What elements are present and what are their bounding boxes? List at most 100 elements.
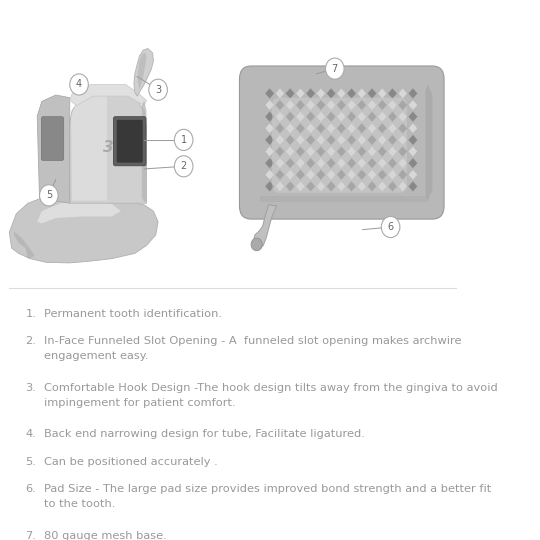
Text: Can be positioned accurately .: Can be positioned accurately . bbox=[44, 457, 218, 467]
Polygon shape bbox=[327, 111, 336, 122]
Polygon shape bbox=[408, 170, 417, 180]
Polygon shape bbox=[327, 146, 336, 157]
Polygon shape bbox=[275, 146, 285, 157]
Polygon shape bbox=[377, 88, 387, 99]
Polygon shape bbox=[367, 123, 376, 133]
Polygon shape bbox=[388, 158, 397, 168]
Polygon shape bbox=[306, 146, 315, 157]
Polygon shape bbox=[357, 134, 366, 145]
Polygon shape bbox=[316, 170, 326, 180]
Polygon shape bbox=[265, 134, 274, 145]
Polygon shape bbox=[388, 88, 397, 99]
Polygon shape bbox=[347, 134, 356, 145]
Polygon shape bbox=[357, 88, 366, 99]
Polygon shape bbox=[306, 123, 315, 133]
Polygon shape bbox=[377, 181, 387, 192]
Text: 4.: 4. bbox=[25, 429, 36, 439]
Text: Permanent tooth identification.: Permanent tooth identification. bbox=[44, 309, 222, 319]
Polygon shape bbox=[337, 134, 346, 145]
Text: 7: 7 bbox=[332, 64, 338, 73]
Polygon shape bbox=[286, 134, 295, 145]
Polygon shape bbox=[265, 111, 274, 122]
Polygon shape bbox=[398, 123, 407, 133]
Text: 2: 2 bbox=[180, 161, 187, 171]
Polygon shape bbox=[408, 100, 417, 110]
Polygon shape bbox=[327, 181, 336, 192]
Polygon shape bbox=[357, 100, 366, 110]
FancyBboxPatch shape bbox=[272, 98, 407, 193]
Polygon shape bbox=[357, 170, 366, 180]
Polygon shape bbox=[275, 111, 285, 122]
Polygon shape bbox=[357, 123, 366, 133]
Polygon shape bbox=[388, 100, 397, 110]
Polygon shape bbox=[142, 100, 146, 201]
Polygon shape bbox=[265, 181, 274, 192]
Polygon shape bbox=[306, 170, 315, 180]
Polygon shape bbox=[337, 146, 346, 157]
Text: 3: 3 bbox=[103, 140, 113, 156]
Polygon shape bbox=[327, 88, 336, 99]
Polygon shape bbox=[260, 197, 428, 201]
Polygon shape bbox=[357, 158, 366, 168]
Polygon shape bbox=[408, 158, 417, 168]
Polygon shape bbox=[306, 88, 315, 99]
Polygon shape bbox=[265, 88, 274, 99]
Polygon shape bbox=[275, 134, 285, 145]
Polygon shape bbox=[408, 123, 417, 133]
Polygon shape bbox=[388, 111, 397, 122]
Polygon shape bbox=[316, 134, 326, 145]
Polygon shape bbox=[306, 158, 315, 168]
FancyBboxPatch shape bbox=[42, 117, 64, 160]
Circle shape bbox=[326, 58, 344, 79]
Text: Pad Size - The large pad size provides improved bond strength and a better fit: Pad Size - The large pad size provides i… bbox=[44, 484, 491, 494]
Polygon shape bbox=[398, 146, 407, 157]
Polygon shape bbox=[398, 134, 407, 145]
Polygon shape bbox=[408, 88, 417, 99]
Text: 5.: 5. bbox=[25, 457, 36, 467]
Polygon shape bbox=[69, 94, 146, 203]
Polygon shape bbox=[337, 170, 346, 180]
Polygon shape bbox=[138, 53, 146, 90]
Polygon shape bbox=[377, 170, 387, 180]
Polygon shape bbox=[347, 158, 356, 168]
Polygon shape bbox=[9, 197, 158, 263]
Polygon shape bbox=[327, 123, 336, 133]
Text: engagement easy.: engagement easy. bbox=[44, 352, 148, 361]
Polygon shape bbox=[337, 158, 346, 168]
Polygon shape bbox=[316, 181, 326, 192]
Polygon shape bbox=[377, 134, 387, 145]
Polygon shape bbox=[357, 111, 366, 122]
Polygon shape bbox=[377, 100, 387, 110]
Polygon shape bbox=[327, 134, 336, 145]
Polygon shape bbox=[367, 181, 376, 192]
Polygon shape bbox=[296, 111, 305, 122]
Polygon shape bbox=[367, 146, 376, 157]
Polygon shape bbox=[388, 181, 397, 192]
Polygon shape bbox=[14, 231, 35, 259]
Polygon shape bbox=[253, 205, 276, 248]
Polygon shape bbox=[316, 88, 326, 99]
Polygon shape bbox=[296, 158, 305, 168]
Polygon shape bbox=[347, 181, 356, 192]
Polygon shape bbox=[296, 146, 305, 157]
Polygon shape bbox=[316, 146, 326, 157]
Polygon shape bbox=[347, 100, 356, 110]
Polygon shape bbox=[316, 111, 326, 122]
Polygon shape bbox=[265, 100, 274, 110]
Polygon shape bbox=[398, 88, 407, 99]
Polygon shape bbox=[134, 49, 153, 96]
Polygon shape bbox=[296, 134, 305, 145]
Polygon shape bbox=[275, 100, 285, 110]
Polygon shape bbox=[408, 181, 417, 192]
Polygon shape bbox=[327, 100, 336, 110]
Polygon shape bbox=[426, 84, 433, 200]
Polygon shape bbox=[367, 100, 376, 110]
Text: 1: 1 bbox=[180, 135, 187, 145]
Text: 80 gauge mesh base.: 80 gauge mesh base. bbox=[44, 531, 167, 540]
Polygon shape bbox=[337, 88, 346, 99]
Polygon shape bbox=[296, 123, 305, 133]
Text: 7.: 7. bbox=[25, 531, 36, 540]
Circle shape bbox=[251, 238, 262, 251]
Polygon shape bbox=[337, 123, 346, 133]
Circle shape bbox=[174, 156, 193, 177]
